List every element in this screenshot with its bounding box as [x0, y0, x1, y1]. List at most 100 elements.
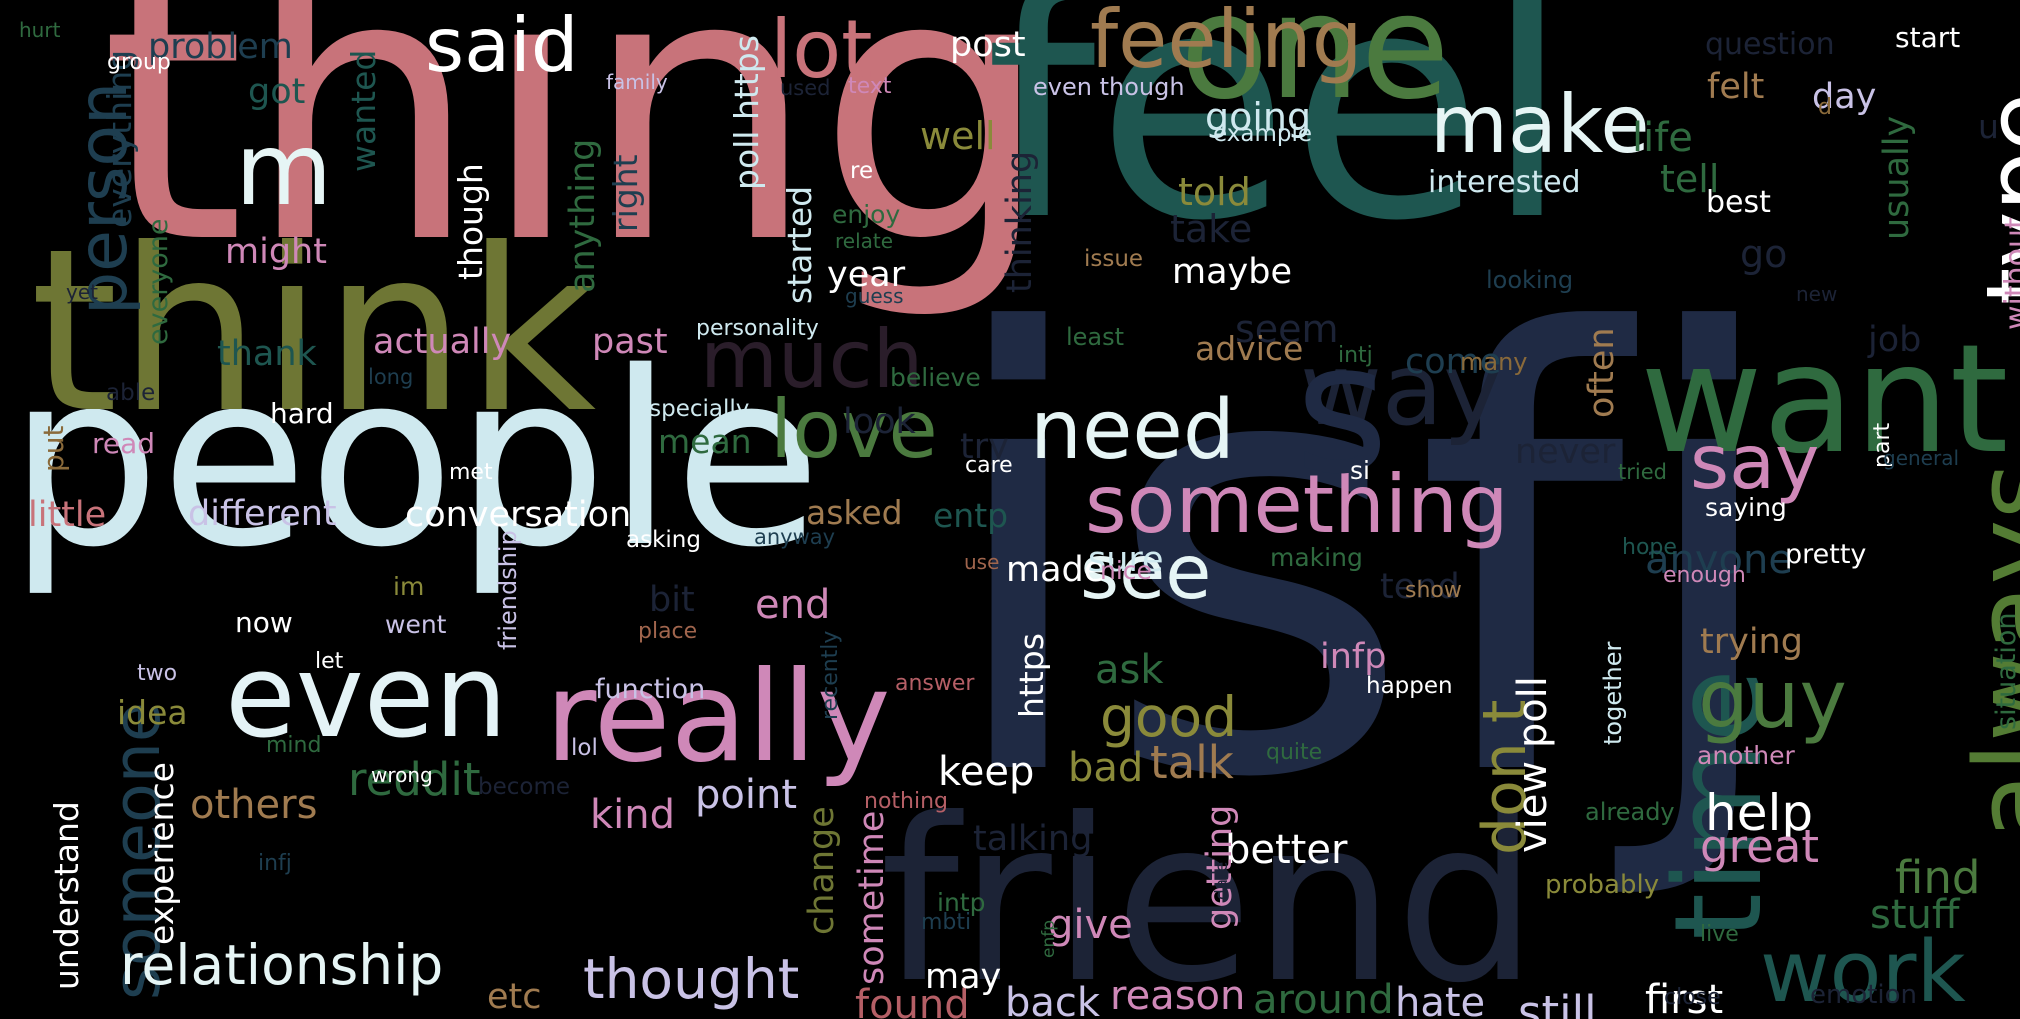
word-even: even — [225, 630, 508, 764]
word-back: back — [1005, 980, 1101, 1019]
word-year: year — [827, 255, 906, 295]
word-keep: keep — [938, 749, 1035, 795]
word-group: group — [107, 50, 171, 75]
word-still: still — [1518, 986, 1597, 1019]
word-enough: enough — [1663, 563, 1746, 588]
word-thinking: thinking — [1000, 150, 1040, 293]
word-friend: friend — [880, 771, 1539, 1019]
word-stuff: stuff — [1870, 892, 1960, 938]
word-emotion: emotion — [1810, 980, 1918, 1010]
word-first: first — [1645, 977, 1724, 1019]
word-interested: interested — [1428, 165, 1581, 200]
word-feel: feel — [985, 0, 1572, 290]
word-new: new — [1796, 282, 1838, 306]
word-anyway: anyway — [754, 525, 836, 549]
word-nothing: nothing — [864, 789, 948, 814]
word-happen: happen — [1366, 673, 1453, 699]
word-bad: bad — [1068, 745, 1144, 791]
word-think: think — [30, 201, 597, 463]
word-text: text — [848, 74, 892, 99]
word-right: right — [606, 154, 645, 232]
word-might: might — [225, 232, 327, 272]
word-sometime: sometime — [852, 810, 892, 985]
word-really: really — [545, 645, 891, 790]
word-thought: thought — [583, 947, 800, 1011]
word-said: said — [425, 1, 579, 89]
word-sure: sure — [1088, 540, 1164, 580]
word-trying: trying — [1700, 622, 1803, 662]
word-asked: asked — [806, 493, 903, 532]
word-something: something — [1085, 458, 1509, 551]
word-lol: lol — [571, 735, 598, 761]
word-long: long — [368, 365, 414, 389]
word-become: become — [478, 774, 571, 800]
word-friendship: friendship — [494, 530, 522, 650]
word-https: https — [1012, 633, 1051, 718]
word-may: may — [925, 957, 1002, 997]
word-go: go — [1740, 232, 1788, 276]
word-many: many — [1460, 348, 1528, 376]
word-pretty: pretty — [1785, 539, 1867, 570]
word-together: together — [1599, 641, 1627, 745]
word-hard: hard — [270, 397, 334, 430]
word-going: going — [1205, 95, 1312, 139]
word-general: general — [1883, 446, 1960, 470]
word-experience: experience — [142, 762, 181, 945]
word-reason: reason — [1110, 973, 1246, 1019]
word-maybe: maybe — [1172, 252, 1293, 292]
word-making: making — [1270, 543, 1363, 572]
word-help: help — [1705, 784, 1814, 842]
word-start: start — [1895, 21, 1961, 54]
word-everyone: everyone — [143, 218, 174, 345]
word-lot: lot — [770, 3, 873, 96]
word-people: people — [8, 320, 822, 600]
word-bit: bit — [649, 580, 695, 620]
word-intp: intp — [937, 888, 986, 917]
word-live: live — [1700, 922, 1739, 947]
word-etc: etc — [487, 977, 542, 1017]
word-re: re — [850, 158, 874, 184]
word-change: change — [802, 806, 842, 935]
word-point: point — [695, 772, 798, 818]
word-work: work — [1760, 923, 1966, 1019]
word-let: let — [315, 649, 344, 674]
word-two: two — [137, 661, 178, 686]
word-see: see — [1080, 528, 1212, 616]
word-reddit: reddit — [348, 753, 481, 806]
word-come: come — [1405, 342, 1502, 382]
word-went: went — [385, 610, 447, 639]
word-now: now — [235, 606, 293, 639]
word-without: without — [1999, 217, 2020, 330]
word-often: often — [1582, 327, 1622, 418]
word-even-though: even though — [1033, 73, 1185, 101]
word-guess: guess — [845, 284, 904, 308]
word-wanted: wanted — [344, 49, 383, 172]
word-problem: problem — [148, 27, 293, 67]
word-look: look — [843, 402, 916, 442]
word-great: great — [1700, 820, 1819, 873]
word-told: told — [1178, 170, 1251, 214]
word-personality: personality — [696, 316, 819, 341]
word-si: si — [1350, 456, 1370, 485]
word-find: find — [1895, 851, 1981, 904]
word-mind: mind — [266, 733, 322, 758]
word-function: function — [595, 674, 706, 705]
word-guy: guy — [1698, 653, 1847, 746]
word-best: best — [1706, 185, 1771, 220]
word-anything: anything — [563, 138, 603, 293]
word-infj: infj — [258, 851, 292, 876]
word-felt: felt — [1707, 67, 1765, 107]
word-entp: entp — [933, 496, 1009, 535]
word-wrong: wrong — [371, 763, 433, 787]
word-question: question — [1705, 27, 1835, 62]
word-quite: quite — [1266, 740, 1323, 765]
word-better: better — [1225, 827, 1348, 873]
word-started: started — [780, 185, 819, 304]
word-im: im — [393, 572, 425, 601]
word-end: end — [755, 582, 831, 628]
word-everything: everything — [100, 49, 139, 228]
word-seem: seem — [1235, 307, 1339, 351]
word-recently: recently — [818, 630, 843, 720]
word-especially: especially — [635, 396, 750, 422]
